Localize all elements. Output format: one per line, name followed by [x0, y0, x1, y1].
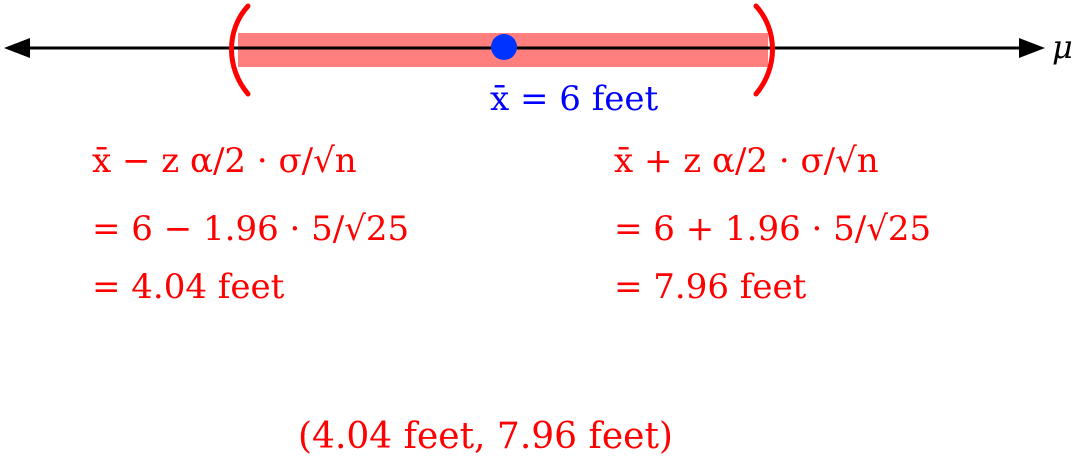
upper-bound-result: = 7.96 feet: [614, 267, 807, 307]
number-line: μ: [4, 3, 1073, 97]
lower-bound-substitution: = 6 − 1.96 · 5/√25: [92, 209, 409, 249]
final-interval: (4.04 feet, 7.96 feet): [298, 416, 673, 457]
right-bracket: [753, 3, 775, 97]
left-bracket: [229, 3, 251, 97]
lower-bound-calculation: x̄ − z α/2 · σ/√n = 6 − 1.96 · 5/√25 = 4…: [92, 141, 409, 307]
upper-bound-substitution: = 6 + 1.96 · 5/√25: [614, 209, 931, 249]
sample-mean-label: x̄ = 6 feet: [490, 79, 659, 119]
axis-label: μ: [1052, 28, 1073, 66]
lower-bound-result: = 4.04 feet: [92, 267, 285, 307]
upper-bound-formula: x̄ + z α/2 · σ/√n: [614, 141, 879, 181]
axis-left-arrow-icon: [4, 38, 30, 58]
sample-mean-text: x̄ = 6 feet: [490, 79, 659, 119]
lower-bound-formula: x̄ − z α/2 · σ/√n: [92, 141, 357, 181]
axis-right-arrow-icon: [1019, 38, 1045, 58]
sample-mean-point: [491, 34, 517, 60]
upper-bound-calculation: x̄ + z α/2 · σ/√n = 6 + 1.96 · 5/√25 = 7…: [614, 141, 931, 307]
